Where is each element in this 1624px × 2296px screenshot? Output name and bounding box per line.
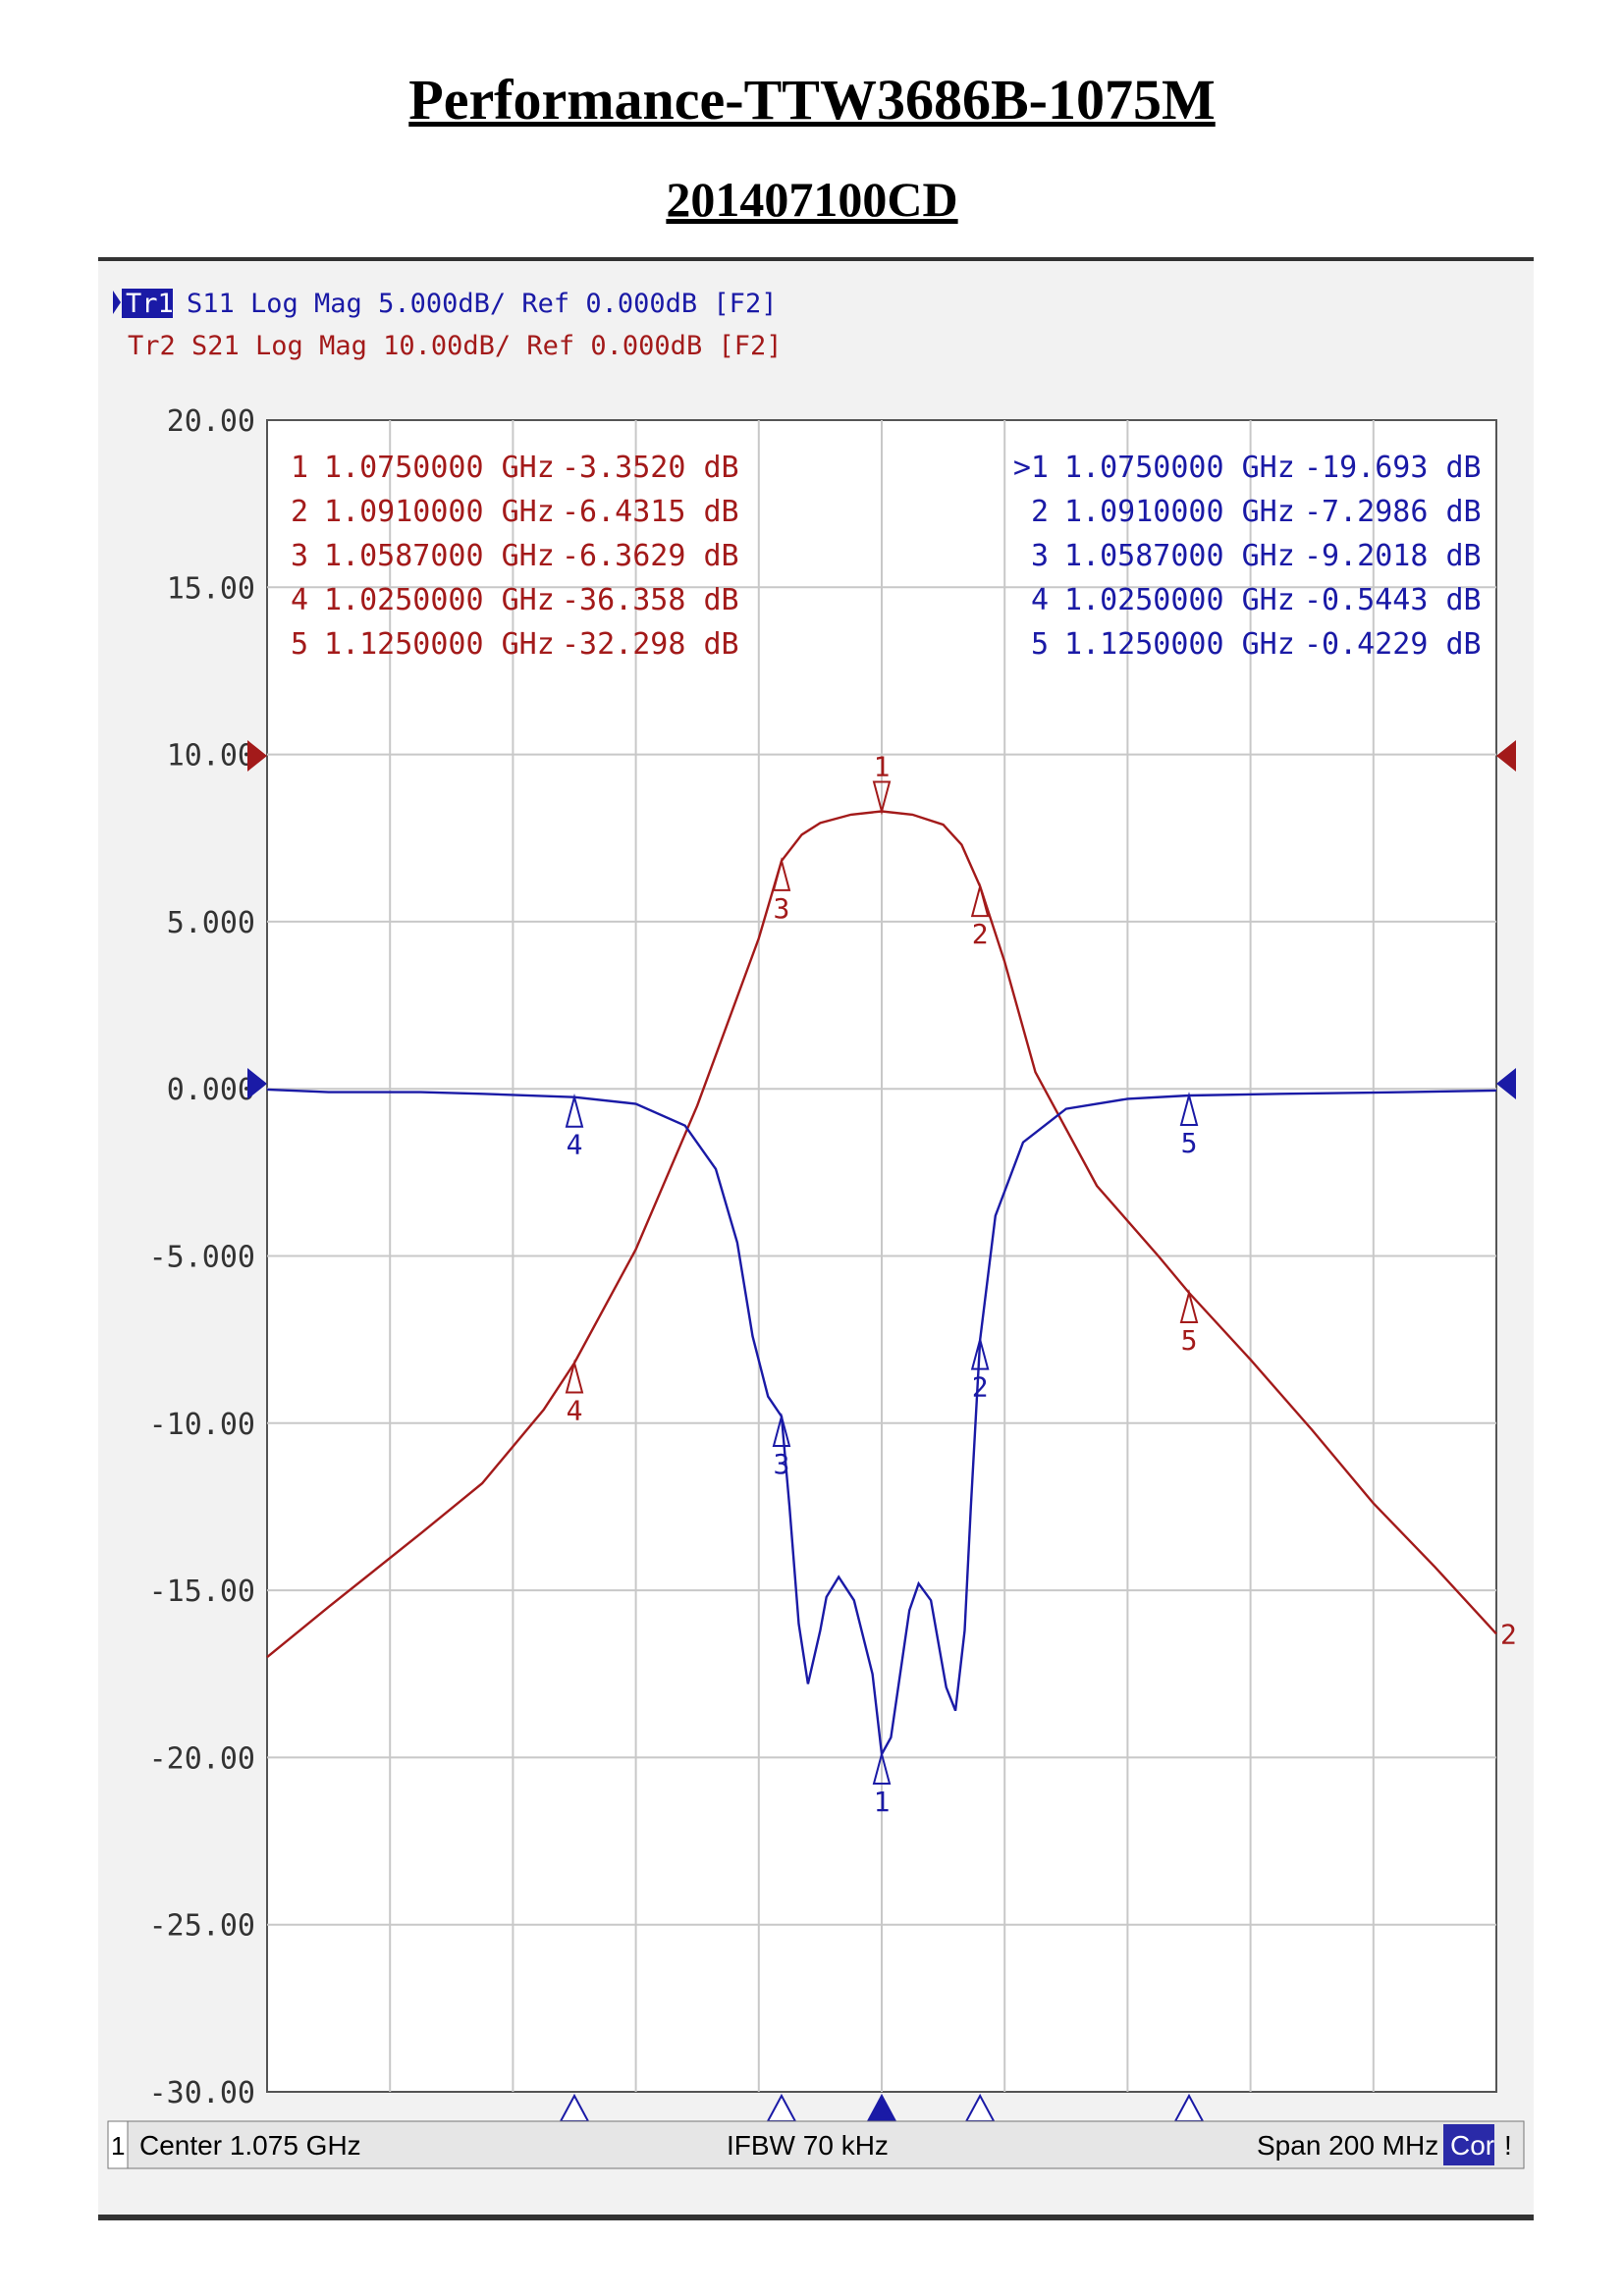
marker-table-id: 3 <box>291 539 308 573</box>
marker-triangle-icon <box>872 780 892 816</box>
marker-table-id: 3 <box>1031 539 1049 573</box>
marker-table-id: 4 <box>291 583 308 617</box>
y-tick-label: -25.00 <box>149 1909 255 1944</box>
marker-table-value: -36.358 dB <box>562 583 739 617</box>
channel-number: 1 <box>111 2131 125 2161</box>
y-tick-label: 20.00 <box>167 404 255 439</box>
active-marker-position-icon <box>866 2093 897 2122</box>
page-subtitle: 201407100CD <box>666 172 958 227</box>
y-tick-label: -15.00 <box>149 1575 255 1609</box>
marker-table-freq: 1.0587000 GHz <box>324 539 555 573</box>
tr1-text[interactable]: S11 Log Mag 5.000dB/ Ref 0.000dB [F2] <box>187 289 777 319</box>
marker-table-id: 1 <box>291 451 308 485</box>
marker-label: 3 <box>774 892 790 925</box>
marker-table-id: 2 <box>1031 495 1049 529</box>
span[interactable]: Span 200 MHz <box>1257 2130 1438 2161</box>
marker-position-icon <box>766 2093 797 2122</box>
page-title: Performance-TTW3686B-1075M <box>408 68 1216 132</box>
marker-triangle-icon <box>872 1750 892 1785</box>
marker-table-freq: 1.0250000 GHz <box>324 583 555 617</box>
y-tick-label: 15.00 <box>167 571 255 606</box>
marker-table-value: -3.3520 dB <box>562 451 739 485</box>
s21-ref-right-icon[interactable] <box>1496 740 1516 772</box>
tr2-text[interactable]: Tr2 S21 Log Mag 10.00dB/ Ref 0.000dB [F2… <box>128 331 782 361</box>
s21-end-label: 2 <box>1500 1618 1517 1650</box>
s21-marker-table: 1 1.0750000 GHz -3.3520 dB 2 1.0910000 GHz -6… <box>291 451 739 662</box>
s11-ref-left-icon[interactable] <box>247 1068 267 1099</box>
marker-table-freq: 1.0250000 GHz <box>1064 583 1295 617</box>
marker-table-value: -6.3629 dB <box>562 539 739 573</box>
marker-label: 5 <box>1181 1324 1198 1357</box>
marker-position-icon <box>559 2093 590 2122</box>
channel-box[interactable] <box>107 2120 129 2169</box>
cor-badge[interactable] <box>1443 2124 1494 2165</box>
ifbw[interactable]: IFBW 70 kHz <box>727 2130 889 2161</box>
marker-label: 5 <box>1181 1127 1198 1159</box>
s21-ref-left-icon[interactable] <box>247 740 267 772</box>
marker-table-freq: 1.1250000 GHz <box>1064 627 1295 662</box>
marker-table-value: -19.693 dB <box>1304 451 1482 485</box>
marker-table-freq: 1.0910000 GHz <box>324 495 555 529</box>
marker-table-id: 4 <box>1031 583 1049 617</box>
y-tick-label: -20.00 <box>149 1741 255 1776</box>
markers: 1 2 3 4 5 1 2 3 4 5 <box>565 751 1199 1818</box>
marker-table-value: -6.4315 dB <box>562 495 739 529</box>
marker-table-value: -32.298 dB <box>562 627 739 662</box>
marker-table-value: -0.4229 dB <box>1304 627 1482 662</box>
y-tick-label: -30.00 <box>149 2076 255 2110</box>
marker-triangle-icon <box>772 857 791 891</box>
marker-table-value: -7.2986 dB <box>1304 495 1482 529</box>
marker-table-value: -0.5443 dB <box>1304 583 1482 617</box>
marker-label: 1 <box>874 1786 891 1818</box>
marker-triangle-icon <box>1179 1289 1199 1323</box>
marker-table-freq: 1.0587000 GHz <box>1064 539 1295 573</box>
s11-trace <box>266 1088 1497 1758</box>
marker-table-freq: 1.0910000 GHz <box>1064 495 1295 529</box>
marker-position-icon <box>964 2093 996 2122</box>
marker-table-freq: 1.1250000 GHz <box>324 627 555 662</box>
marker-position-bar <box>559 2093 1205 2122</box>
chart-svg: Tr1 S11 Log Mag 5.000dB/ Ref 0.000dB [F2… <box>107 289 1525 2169</box>
marker-triangle-icon <box>970 1335 990 1370</box>
tr1-label: Tr1 <box>126 289 174 319</box>
grid <box>267 420 1496 2092</box>
marker-table-id: 2 <box>291 495 308 529</box>
active-trace-arrow-icon <box>113 291 121 314</box>
marker-table-id: >1 <box>1013 451 1049 485</box>
center-frequency[interactable]: Center 1.075 GHz <box>139 2130 361 2161</box>
marker-label: 2 <box>972 918 989 950</box>
marker-label: 3 <box>774 1448 790 1480</box>
y-axis: 20.00 15.00 10.00 5.000 0.000 -5.000 -10.00 -15… <box>149 404 255 2110</box>
y-tick-label: 5.000 <box>167 906 255 940</box>
s11-ref-right-icon[interactable] <box>1496 1068 1516 1099</box>
warning-indicator: ! <box>1504 2130 1512 2161</box>
marker-label: 1 <box>874 751 891 783</box>
marker-label: 2 <box>972 1371 989 1404</box>
marker-label: 4 <box>567 1129 583 1161</box>
marker-triangle-icon <box>565 1093 584 1128</box>
marker-table-freq: 1.0750000 GHz <box>324 451 555 485</box>
tr1-badge[interactable] <box>122 289 173 318</box>
marker-triangle-icon <box>772 1413 791 1447</box>
y-tick-label: -10.00 <box>149 1408 255 1442</box>
status-bar <box>107 2120 1525 2169</box>
marker-table-value: -9.2018 dB <box>1304 539 1482 573</box>
y-tick-label: 0.000 <box>167 1073 255 1107</box>
cor-label: Cor <box>1450 2130 1494 2161</box>
marker-label: 4 <box>567 1394 583 1426</box>
marker-triangle-icon <box>970 882 990 918</box>
vna-screen: Tr1 S11 Log Mag 5.000dB/ Ref 0.000dB [F2… <box>98 257 1534 2220</box>
marker-table-freq: 1.0750000 GHz <box>1064 451 1295 485</box>
marker-position-icon <box>1173 2093 1205 2122</box>
s11-marker-table: >1 1.0750000 GHz -19.693 dB2 1.0910000 GHz -… <box>1013 451 1482 662</box>
marker-table-id: 5 <box>1031 627 1049 662</box>
y-tick-label: 10.00 <box>167 739 255 774</box>
marker-triangle-icon <box>1179 1092 1199 1127</box>
marker-triangle-icon <box>565 1359 584 1394</box>
y-tick-label: -5.000 <box>149 1241 255 1275</box>
marker-table-id: 5 <box>291 627 308 662</box>
